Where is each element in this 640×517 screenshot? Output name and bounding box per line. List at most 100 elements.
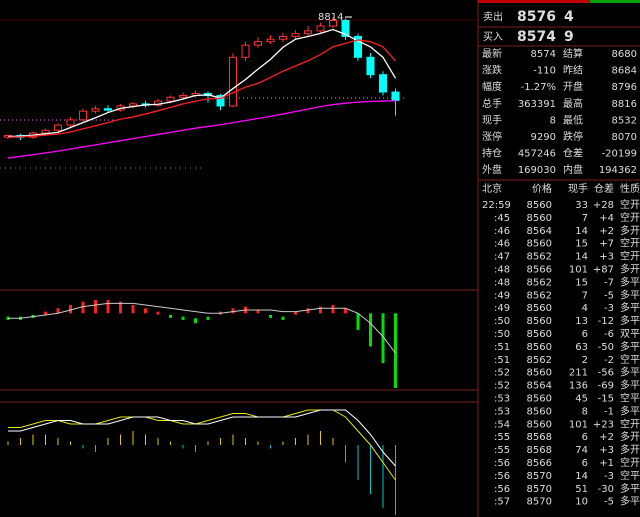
tick-time: :48 <box>494 265 510 276</box>
osc-bar <box>169 314 172 318</box>
quote-item-value: 457246 <box>518 149 556 160</box>
tick-kind: 多平 <box>620 301 640 314</box>
tick-change: -6 <box>604 329 614 340</box>
quote-item-value: 363391 <box>518 99 556 110</box>
osc-bar <box>119 301 122 314</box>
tick-change: -56 <box>598 368 614 379</box>
tick-kind: 多开 <box>620 443 640 456</box>
tick-kind: 空平 <box>620 392 640 405</box>
quote-price: 8574 <box>517 29 556 45</box>
quote-label: 买入 <box>483 31 503 43</box>
tick-volume: 4 <box>582 303 588 314</box>
candle-body <box>316 25 325 32</box>
tick-volume: 14 <box>575 471 588 482</box>
tick-price: 8560 <box>527 239 552 250</box>
tick-header: 仓差 <box>594 182 614 195</box>
tick-kind: 空平 <box>620 353 640 366</box>
tick-time: :50 <box>494 329 510 340</box>
tick-time: :53 <box>494 394 510 405</box>
tick-change: +4 <box>599 213 614 224</box>
tick-change: +28 <box>593 200 614 211</box>
tick-time: 22:59 <box>482 200 511 211</box>
osc-line <box>8 302 396 354</box>
tick-kind: 空开 <box>620 198 640 211</box>
osc-bar <box>144 308 147 314</box>
tick-time: :57 <box>494 497 510 508</box>
ma-line <box>7 39 396 138</box>
tick-kind: 多平 <box>620 495 640 508</box>
quote-item-label: 现手 <box>482 113 502 126</box>
bid-bar <box>478 0 590 3</box>
tick-price: 8562 <box>527 277 552 288</box>
tick-change: -3 <box>604 471 614 482</box>
candle-body <box>254 41 262 46</box>
candle-body <box>266 38 275 43</box>
tick-volume: 13 <box>575 316 588 327</box>
tick-volume: 7 <box>582 213 588 224</box>
tick-kind: 多平 <box>620 482 640 495</box>
osc-bar <box>256 309 260 314</box>
tick-kind: 空开 <box>620 417 640 430</box>
quote-item-value: 8796 <box>612 82 637 93</box>
quote-item-label: 开盘 <box>563 80 583 93</box>
candle-body <box>341 19 350 37</box>
tick-change: +87 <box>593 265 614 276</box>
tick-time: :52 <box>494 368 510 379</box>
tick-time: :46 <box>494 239 510 250</box>
tick-change: +2 <box>599 226 614 237</box>
osc-bar <box>369 313 372 347</box>
tick-price: 8560 <box>527 303 552 314</box>
tick-time: :51 <box>494 342 510 353</box>
tick-time: :49 <box>494 303 510 314</box>
quote-item-value: 8680 <box>612 49 637 60</box>
tick-time: :56 <box>494 484 510 495</box>
indicator-line <box>8 409 396 467</box>
candle-body <box>66 119 75 126</box>
tick-kind: 空开 <box>620 456 640 469</box>
tick-volume: 211 <box>569 368 588 379</box>
quote-item-value: 8070 <box>612 132 637 143</box>
tick-volume: 33 <box>575 200 588 211</box>
tick-volume: 14 <box>575 252 588 263</box>
candle-body <box>54 124 62 131</box>
tick-change: -50 <box>598 342 614 353</box>
osc-bar <box>281 316 285 320</box>
candle-body <box>229 56 237 107</box>
candle-body <box>166 96 175 102</box>
tick-change: -1 <box>604 406 614 417</box>
tick-kind: 多平 <box>620 314 640 327</box>
tick-price: 8560 <box>527 394 552 405</box>
tick-time: :52 <box>494 381 510 392</box>
candle-body <box>304 30 312 35</box>
tick-time: :48 <box>494 277 510 288</box>
quote-label: 卖出 <box>483 10 503 23</box>
osc-bar <box>44 311 47 315</box>
tick-change: +7 <box>599 239 614 250</box>
tick-price: 8562 <box>527 290 552 301</box>
tick-volume: 8 <box>582 406 588 417</box>
quote-item-value: 8574 <box>531 49 556 60</box>
candle-body <box>279 35 287 40</box>
quote-item-value: 8684 <box>612 66 637 77</box>
tick-change: -69 <box>598 381 614 392</box>
tick-price: 8560 <box>527 213 552 224</box>
candle-body <box>41 129 50 134</box>
quote-item-value: -1.27% <box>521 82 556 93</box>
tick-kind: 空开 <box>620 237 640 250</box>
tick-header: 现手 <box>568 182 588 195</box>
candle-body <box>391 91 400 101</box>
quote-item-label: 内盘 <box>563 163 583 176</box>
tick-time: :50 <box>494 316 510 327</box>
quote-item-label: 最高 <box>563 97 583 110</box>
tick-volume: 7 <box>582 290 588 301</box>
tick-volume: 2 <box>582 355 588 366</box>
tick-change: -7 <box>604 277 614 288</box>
tick-change: +1 <box>599 458 614 469</box>
ma-line <box>7 100 396 159</box>
tick-kind: 多平 <box>620 288 640 301</box>
tick-kind: 多平 <box>620 275 640 288</box>
tick-header: 北京 <box>482 182 502 195</box>
